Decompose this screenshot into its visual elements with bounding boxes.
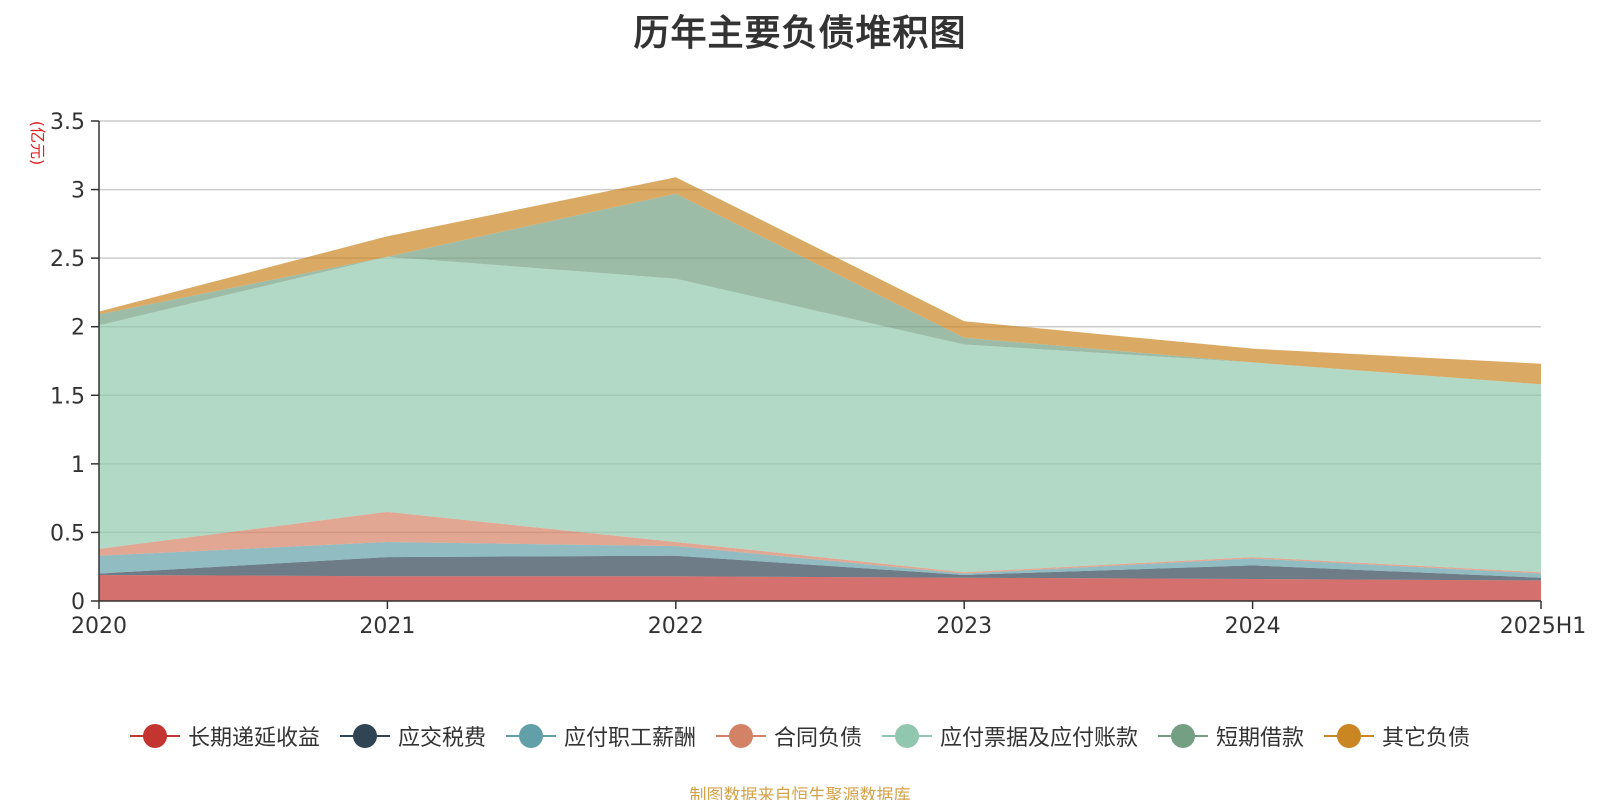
y-tick-label: 1 <box>71 453 85 478</box>
legend-marker-icon <box>882 724 932 748</box>
x-tick-label: 2025H1 <box>1500 614 1587 639</box>
x-tick-label: 2021 <box>359 614 415 639</box>
y-tick-label: 0 <box>71 590 85 615</box>
x-tick-label: 2020 <box>71 614 127 639</box>
x-tick-label: 2022 <box>648 614 704 639</box>
area-series-1[interactable] <box>99 555 1541 581</box>
legend-marker-icon <box>505 724 556 748</box>
data-source-note: 制图数据来自恒生聚源数据库 <box>689 786 911 800</box>
area-series <box>99 177 1541 601</box>
x-tick-label: 2024 <box>1225 614 1281 639</box>
legend-item-6[interactable]: 其它负债 <box>1324 720 1470 752</box>
legend-item-0[interactable]: 长期递延收益 <box>129 720 320 752</box>
legend-marker-icon <box>1324 724 1375 748</box>
area-series-3[interactable] <box>99 511 1541 574</box>
y-axis-unit-label: (亿元) <box>28 121 47 166</box>
legend-item-2[interactable]: 应付职工薪酬 <box>505 720 696 752</box>
y-tick-label: 3.5 <box>50 110 85 135</box>
legend-label: 长期递延收益 <box>187 726 320 751</box>
legend-marker-icon <box>129 724 180 748</box>
x-tick-label: 2023 <box>936 614 992 639</box>
area-series-6[interactable] <box>99 177 1541 385</box>
legend-marker-icon <box>339 724 390 748</box>
legend-marker-icon <box>715 724 766 748</box>
legend-label: 应付票据及应付账款 <box>940 726 1139 751</box>
y-tick-label: 1.5 <box>50 384 85 409</box>
area-series-4[interactable] <box>99 256 1541 573</box>
axes: 0 0.5 1 1.5 2 2.5 3 3.5 2020 2021 2022 2023 2024 2025… <box>50 110 1586 639</box>
chart-title: 历年主要负债堆积图 <box>633 13 967 54</box>
legend-label: 应交税费 <box>397 726 486 751</box>
legend-label: 合同负债 <box>773 726 862 751</box>
area-series-5[interactable] <box>99 193 1541 385</box>
chart-legend: 长期递延收益 应交税费 应付职工薪酬 合同负债 应付票据及应付账款 短期借款 其它负债 <box>0 718 1600 754</box>
legend-item-5[interactable]: 短期借款 <box>1158 720 1304 752</box>
legend-marker-icon <box>1158 724 1209 748</box>
y-tick-label: 0.5 <box>50 521 85 546</box>
area-series-0[interactable] <box>99 574 1541 601</box>
y-tick-label: 2.5 <box>50 247 85 272</box>
legend-label: 短期借款 <box>1216 726 1305 751</box>
y-tick-label: 2 <box>71 316 85 341</box>
legend-item-4[interactable]: 应付票据及应付账款 <box>882 720 1138 752</box>
legend-label: 应付职工薪酬 <box>563 726 696 751</box>
legend-label: 其它负债 <box>1382 726 1471 751</box>
y-tick-label: 3 <box>71 179 85 204</box>
area-series-2[interactable] <box>99 542 1541 578</box>
legend-item-3[interactable]: 合同负债 <box>715 720 862 752</box>
legend-item-1[interactable]: 应交税费 <box>339 720 486 752</box>
